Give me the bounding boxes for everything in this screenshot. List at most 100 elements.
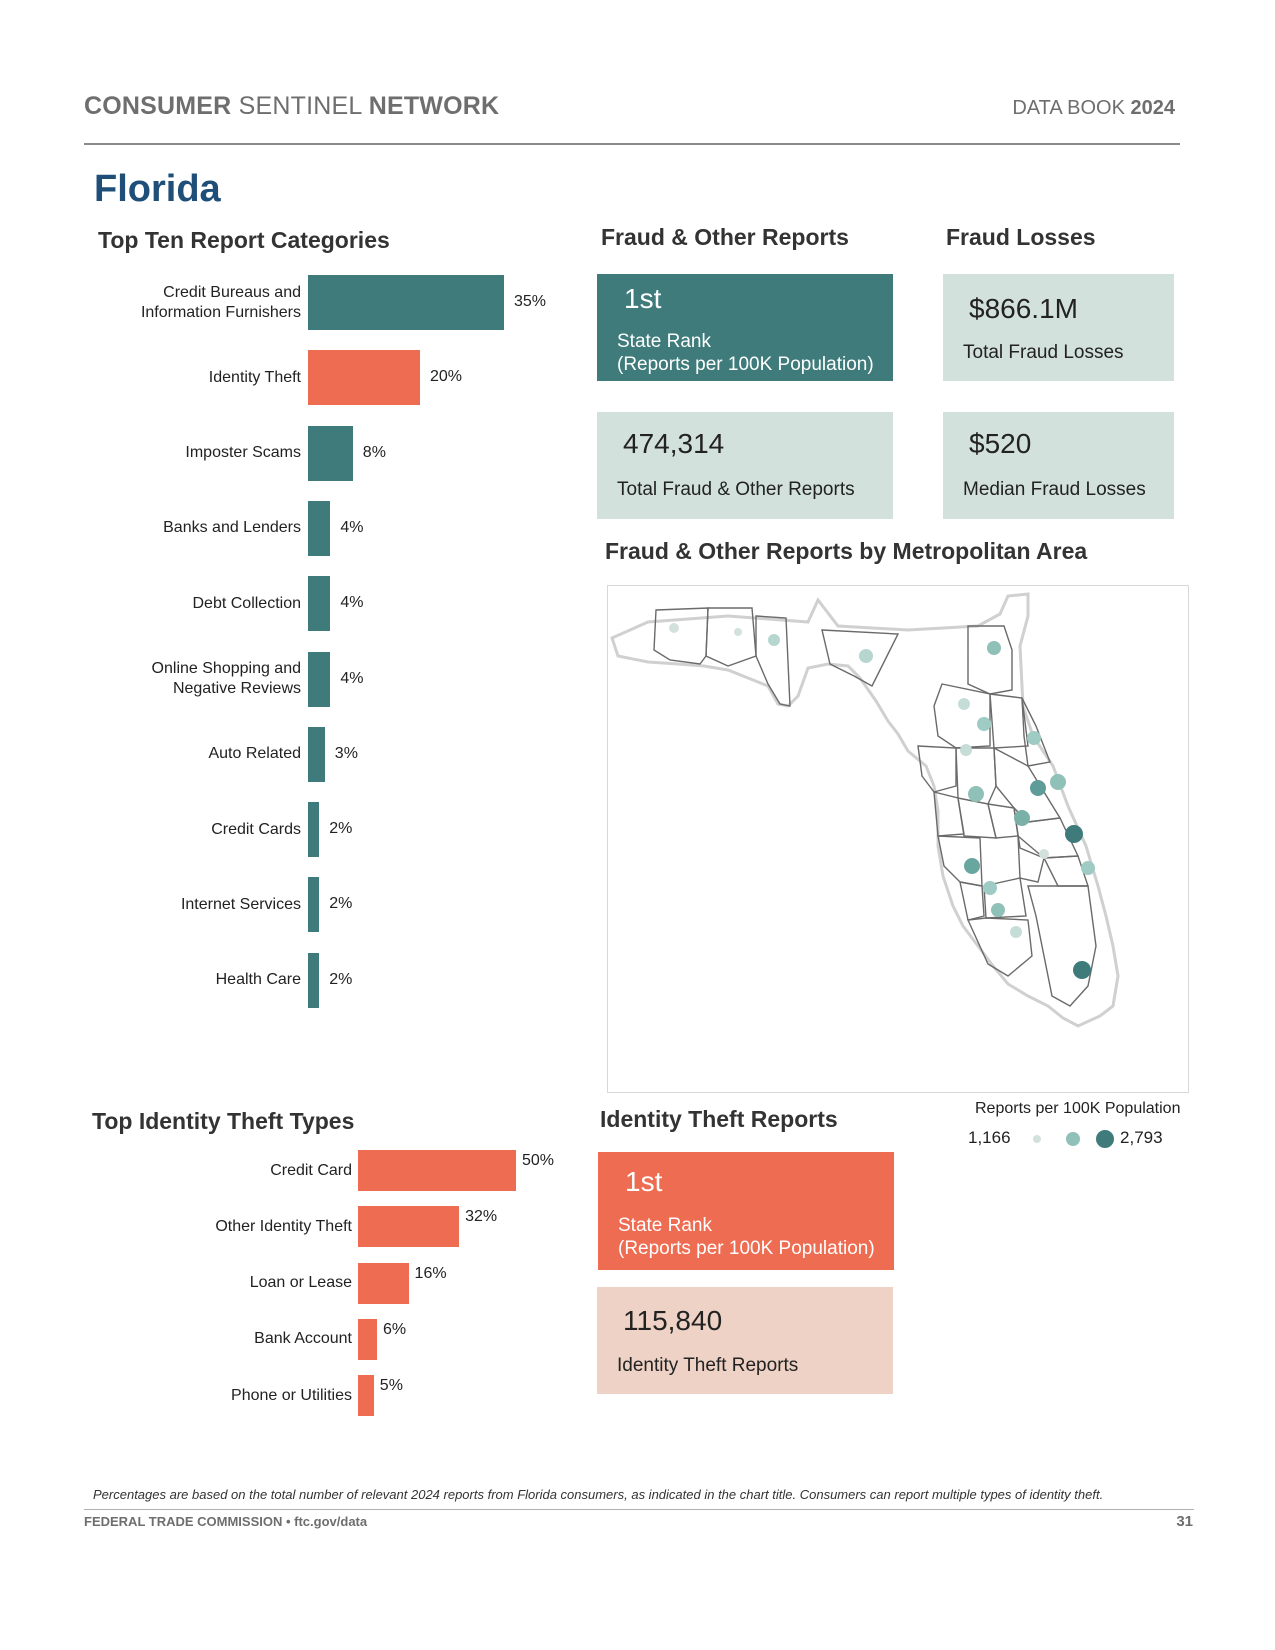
map-legend: 1,166 2,793 [968,1128,1163,1149]
fraud-losses-median-value: $520 [969,428,1032,459]
metro-circle [964,858,980,874]
identity-rank-label-line2: (Reports per 100K Population) [618,1238,875,1259]
identity-type-value-label: 32% [465,1208,498,1226]
category-label-line1: Credit Cards [211,820,301,838]
identity-total-card: 115,840 Identity Theft Reports [597,1287,893,1394]
map-legend-title: Reports per 100K Population [975,1100,1181,1117]
category-value-label: 4% [340,594,364,612]
category-bar [308,500,331,556]
identity-type-label: Bank Account [254,1330,352,1348]
category-value-label: 4% [340,518,364,536]
category-value-label: 20% [430,368,463,386]
category-value-label: 8% [362,443,386,461]
legend-min: 1,166 [968,1128,1011,1147]
metro-circle [768,634,780,646]
state-title: Florida [94,168,221,210]
footnote: Percentages are based on the total numbe… [93,1487,1104,1502]
identity-total-label: Identity Theft Reports [617,1355,799,1376]
category-label-line1: Debt Collection [192,594,302,612]
category-bar [308,952,320,1008]
florida-map-svg [610,592,1120,1028]
identity-type-label: Phone or Utilities [231,1386,352,1404]
fraud-rank-value: 1st [624,283,662,314]
category-label-line1: Internet Services [180,895,301,913]
category-bar [308,726,325,782]
metro-circle [968,786,984,802]
category-label: Online Shopping and Negative Reviews [152,659,301,699]
data-book-text: DATA BOOK [1012,97,1125,119]
metro-circle [987,641,1001,655]
legend-dot-high [1096,1129,1115,1148]
fraud-losses-median-label: Median Fraud Losses [963,479,1146,500]
data-book-label: DATA BOOK 2024 [1012,97,1175,120]
category-bar [308,802,320,858]
fraud-total-card: 474,314 Total Fraud & Other Reports [597,412,893,519]
category-label: Credit Bureaus and Information Furnishers [141,283,301,323]
network-title: CONSUMER SENTINEL NETWORK [84,92,499,121]
metro-circle [669,623,679,633]
category-label-line1: Imposter Scams [185,444,301,462]
fraud-losses-total-value: $866.1M [969,293,1078,324]
fraud-total-value: 474,314 [623,428,725,459]
brand-word-sentinel: SENTINEL [238,92,362,120]
identity-type-bar [358,1375,374,1417]
category-bar [308,350,420,406]
metro-circle [1065,825,1083,843]
identity-type-label: Credit Card [270,1161,352,1179]
fraud-rank-label: State Rank (Reports per 100K Population) [617,330,874,376]
metro-circle [1081,861,1095,875]
category-value-label: 2% [329,820,353,838]
category-label-line2: Information Furnishers [140,303,301,321]
florida-metro-map [607,585,1189,1093]
fraud-rank-label-line1: State Rank [617,331,711,352]
identity-type-bar [358,1318,377,1360]
category-label: Debt Collection [193,594,302,614]
category-label-line1: Online Shopping and [151,660,301,677]
category-label-line1: Credit Bureaus and [163,283,301,301]
metro-circle [734,628,742,636]
top-categories-title: Top Ten Report Categories [98,227,390,253]
metro-circle [983,881,997,895]
category-value-label: 4% [340,669,364,687]
fraud-rank-card: 1st State Rank (Reports per 100K Populat… [597,274,893,381]
fraud-losses-total-label: Total Fraud Losses [963,342,1124,363]
identity-total-value: 115,840 [623,1305,723,1336]
brand-word-consumer: CONSUMER [84,92,232,120]
metro-circle [1014,810,1030,826]
category-label-line1: Health Care [215,971,301,989]
state-outline [610,592,1120,1028]
identity-type-value-label: 5% [379,1377,403,1395]
footer-divider [84,1509,1194,1510]
identity-type-bar [358,1206,460,1248]
identity-types-title: Top Identity Theft Types [92,1108,355,1134]
metro-circle [1073,961,1091,979]
metro-map-title: Fraud & Other Reports by Metropolitan Ar… [605,538,1088,564]
identity-type-value-label: 16% [414,1264,447,1282]
identity-type-label: Loan or Lease [249,1274,352,1292]
category-label: Auto Related [208,744,301,764]
legend-dot-low [1033,1134,1042,1143]
metro-circles [669,623,1095,979]
fraud-losses-median-card: $520 Median Fraud Losses [943,412,1174,519]
data-book-year: 2024 [1130,97,1176,119]
metro-circle [1027,731,1041,745]
legend-dot-mid [1066,1131,1081,1146]
fraud-reports-title: Fraud & Other Reports [601,224,849,250]
metro-circle [1010,926,1022,938]
identity-type-bar [358,1262,409,1304]
metro-circle [958,698,970,710]
identity-type-value-label: 50% [522,1152,555,1169]
identity-rank-label-line1: State Rank [618,1215,712,1236]
fraud-losses-title: Fraud Losses [946,224,1096,250]
category-label: Banks and Lenders [163,518,301,538]
category-label: Credit Cards [211,820,301,840]
footer-org: FEDERAL TRADE COMMISSION • ftc.gov/data [84,1514,368,1529]
category-value-label: 2% [329,895,353,913]
brand-word-network: NETWORK [368,92,500,120]
category-label: Health Care [216,970,301,990]
metro-circle [859,649,873,663]
legend-swatches [1033,1129,1115,1148]
category-value-label: 3% [334,744,358,762]
metro-circle [1030,780,1046,796]
legend-max: 2,793 [1120,1128,1163,1147]
